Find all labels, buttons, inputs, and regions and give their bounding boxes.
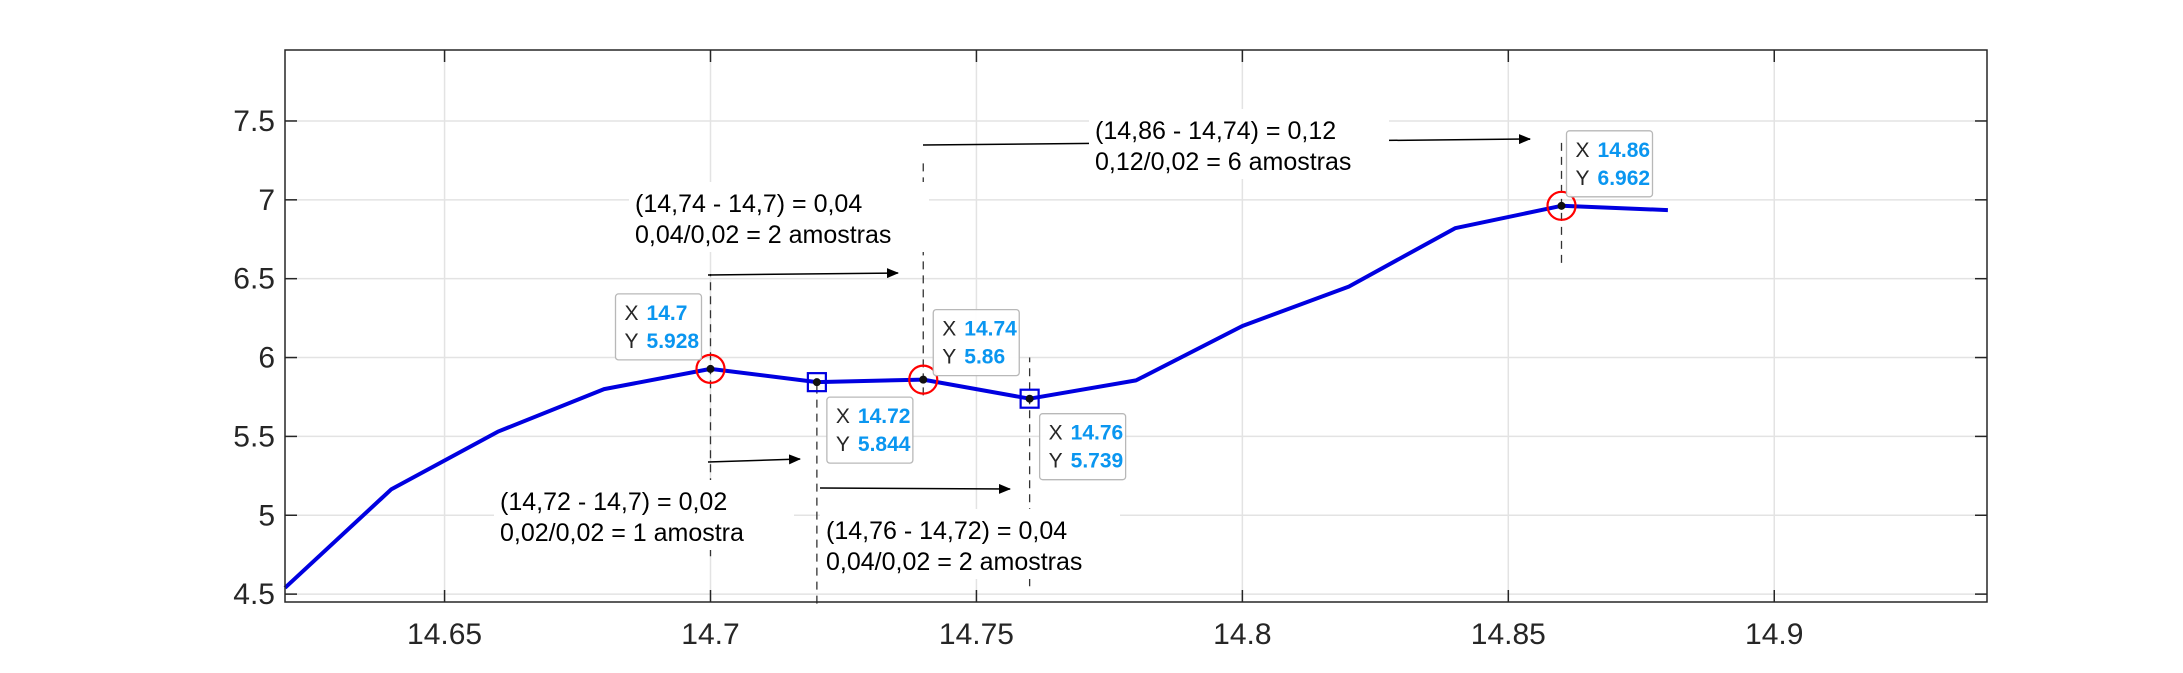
annotation-background (629, 182, 929, 252)
y-tick-label: 4.5 (233, 578, 275, 611)
annotation-background (494, 480, 794, 550)
datatip-y-key: Y (836, 433, 850, 456)
datatip-x-row: X 14.76 (1049, 422, 1124, 445)
annotation-arrow (707, 268, 899, 279)
circle-marker (695, 353, 726, 384)
annotation-background (1089, 109, 1389, 179)
datatip-box (932, 308, 1020, 377)
datatip-x-row: X 14.86 (1576, 139, 1651, 162)
y-tick-label: 6.5 (233, 263, 275, 296)
y-tick-label: 6 (258, 342, 275, 375)
datatip-point (919, 375, 928, 384)
datatip-y-key: Y (1576, 167, 1590, 190)
x-tick-label: 14.8 (1213, 618, 1271, 651)
datatip-box (826, 396, 914, 464)
datatip-y-row: Y 5.928 (625, 330, 700, 353)
datatip-y-key: Y (625, 330, 639, 353)
datatip-y-value: 6.962 (1598, 167, 1651, 190)
datatip: X 14.86 Y 6.962 (1565, 130, 1654, 198)
circle-marker (1546, 190, 1577, 221)
annotation-arrow (707, 454, 801, 465)
datatip-point (812, 378, 821, 387)
x-tick-label: 14.65 (407, 618, 482, 651)
plot-frame (284, 49, 1988, 603)
datatip-x-key: X (942, 318, 956, 341)
datatip-x-value: 14.74 (964, 318, 1017, 341)
datatip-point (706, 364, 715, 373)
annotation-background (820, 509, 1120, 579)
datatip-y-value: 5.928 (647, 330, 700, 353)
datatip-y-value: 5.86 (964, 346, 1005, 369)
datatip-x-value: 14.76 (1071, 422, 1124, 445)
datatip-x-row: X 14.7 (625, 302, 688, 325)
annotation-line2: 0,02/0,02 = 1 amostra (500, 519, 744, 547)
x-tick-label: 14.7 (681, 618, 739, 651)
datatip-y-value: 5.844 (858, 433, 911, 456)
datatip-box (1038, 413, 1127, 481)
datatip-y-row: Y 6.962 (1576, 167, 1651, 190)
datatip: X 14.7 Y 5.928 (614, 293, 703, 361)
annotation-line1: (14,74 - 14,7) = 0,04 (635, 190, 862, 218)
datatip-x-key: X (836, 405, 850, 428)
datatip-x-key: X (1576, 139, 1590, 162)
datatip: X 14.72 Y 5.844 (826, 396, 914, 464)
y-tick-label: 5 (258, 499, 275, 532)
datatip-x-value: 14.72 (858, 405, 911, 428)
x-tick-label: 14.9 (1745, 618, 1803, 651)
series-line (283, 203, 1668, 590)
annotation-line1: (14,86 - 14,74) = 0,12 (1095, 117, 1336, 145)
annotation-arrow (819, 483, 1011, 494)
y-tick-label: 5.5 (233, 420, 275, 453)
annotation-line1: (14,72 - 14,7) = 0,02 (500, 488, 727, 516)
x-tick-label: 14.75 (939, 618, 1014, 651)
datatip-x-row: X 14.72 (836, 405, 911, 428)
datatip-x-value: 14.7 (647, 302, 688, 325)
annotation-line2: 0,04/0,02 = 2 amostras (635, 221, 891, 249)
datatip-y-key: Y (942, 346, 956, 369)
datatip-point (1557, 201, 1566, 210)
square-marker (806, 372, 827, 393)
datatip-y-row: Y 5.739 (1049, 450, 1124, 473)
annotation-line1: (14,76 - 14,72) = 0,04 (826, 517, 1067, 545)
datatip-box (614, 293, 703, 361)
circle-marker (908, 364, 939, 395)
datatip-x-key: X (1049, 422, 1063, 445)
datatip-box (1565, 130, 1654, 198)
datatip-y-row: Y 5.86 (942, 346, 1005, 369)
x-tick-label: 14.85 (1471, 618, 1546, 651)
y-tick-label: 7.5 (233, 105, 275, 138)
datatip: X 14.74 Y 5.86 (932, 308, 1020, 377)
datatip-point (1025, 394, 1034, 403)
annotation-line2: 0,04/0,02 = 2 amostras (826, 548, 1082, 576)
annotation-line2: 0,12/0,02 = 6 amostras (1095, 148, 1351, 176)
datatip-x-row: X 14.74 (942, 318, 1017, 341)
datatip-x-value: 14.86 (1598, 139, 1651, 162)
datatip-y-row: Y 5.844 (836, 433, 911, 456)
datatip: X 14.76 Y 5.739 (1038, 413, 1127, 481)
y-tick-label: 7 (258, 184, 275, 217)
datatip-y-value: 5.739 (1071, 450, 1124, 473)
datatip-x-key: X (625, 302, 639, 325)
square-marker (1019, 388, 1040, 409)
datatip-y-key: Y (1049, 450, 1063, 473)
